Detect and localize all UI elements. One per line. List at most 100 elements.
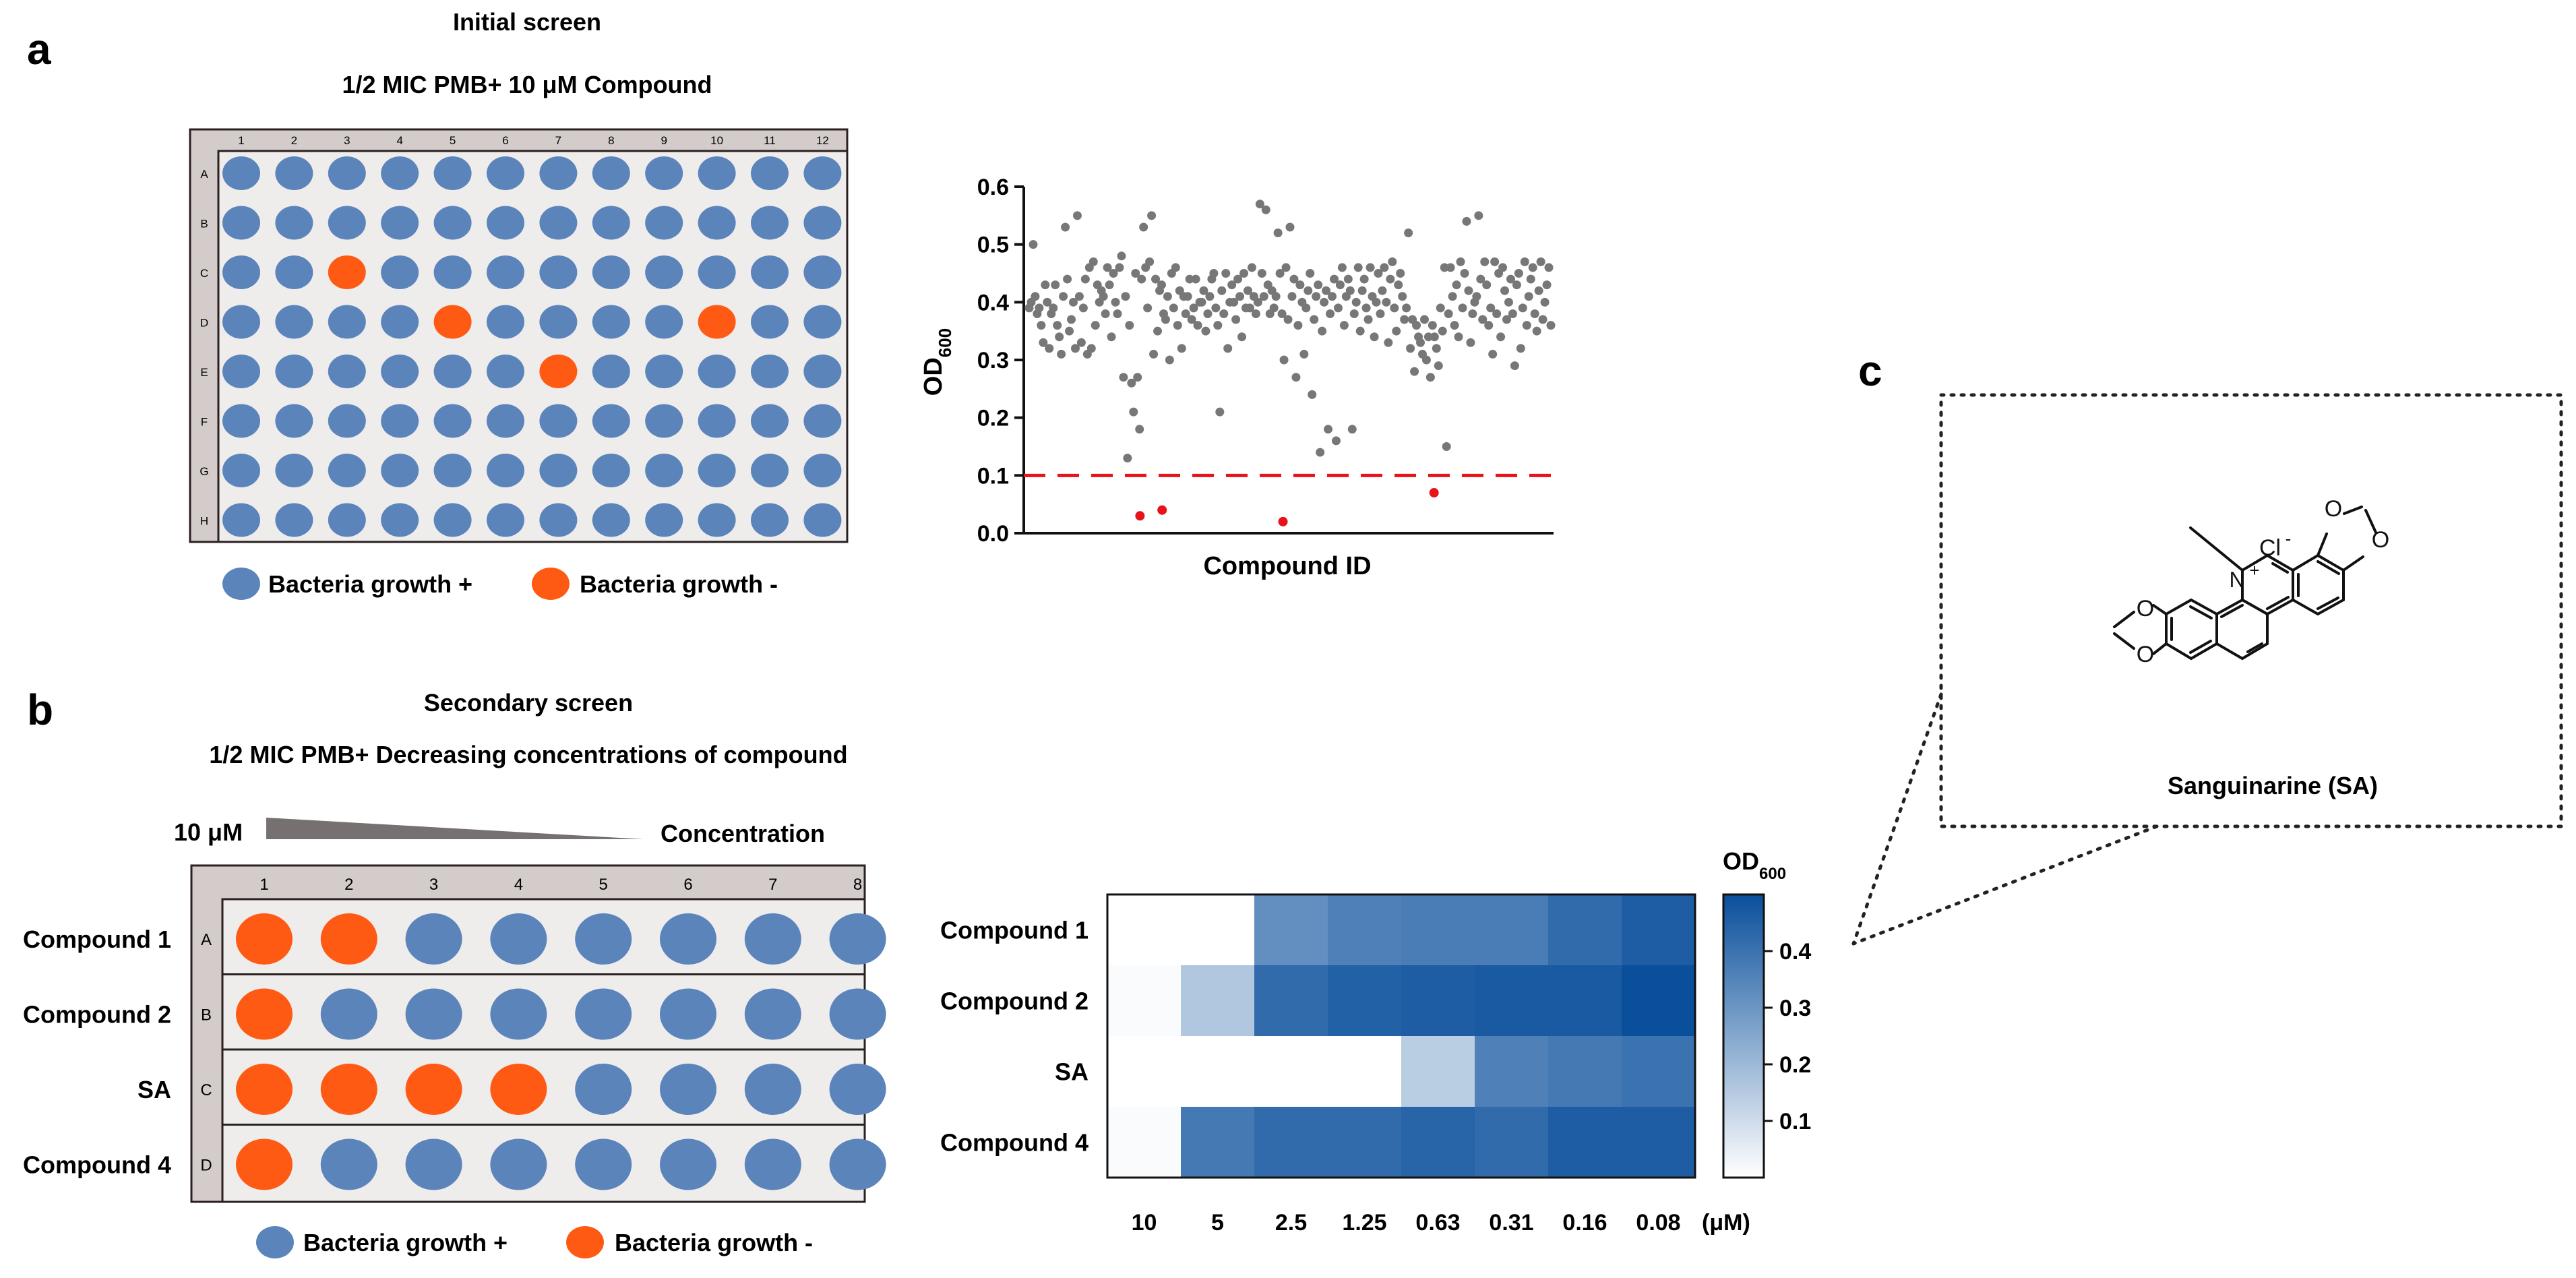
scatter-point <box>1366 263 1375 272</box>
scatter-point <box>1506 274 1515 284</box>
scatter-point <box>1078 303 1088 313</box>
well-A5 <box>433 156 472 190</box>
atom-o4: O <box>2372 527 2389 553</box>
legend-a: Bacteria growth + Bacteria growth - <box>222 568 778 600</box>
scatter-point <box>1421 355 1431 365</box>
scatter-point <box>1508 309 1517 318</box>
scatter-point <box>1396 269 1405 278</box>
well-F10 <box>698 404 736 438</box>
scatter-point <box>1372 297 1381 307</box>
scatter-point <box>1039 338 1048 347</box>
heatmap-col-label: 0.16 <box>1562 1210 1607 1236</box>
ring-d-double <box>2317 560 2340 575</box>
atom-n-charge: + <box>2249 560 2259 580</box>
scatter-point <box>1486 303 1496 313</box>
well-D1 <box>236 1138 293 1190</box>
scatter-point <box>1119 373 1128 382</box>
scatter-y-tick-label: 0.3 <box>977 348 1009 373</box>
scatter-point <box>1446 263 1455 272</box>
scatter-point <box>1496 332 1506 342</box>
scatter-point <box>1361 303 1371 313</box>
plate-a-col-label: 10 <box>710 134 723 147</box>
scatter-point <box>1291 373 1301 382</box>
scatter-point <box>1041 280 1050 290</box>
colorbar-tick-label: 0.2 <box>1779 1052 1811 1078</box>
heatmap-cell <box>1401 1107 1475 1178</box>
scatter-point <box>1151 274 1161 284</box>
well-B2 <box>275 206 313 240</box>
scatter-point <box>1153 326 1163 336</box>
scatter-point <box>1080 274 1090 284</box>
dioxole-right-bond-2 <box>2342 555 2364 572</box>
well-G5 <box>433 454 472 487</box>
well-A4 <box>490 913 547 965</box>
heatmap-cell <box>1622 965 1696 1037</box>
well-A1 <box>236 913 293 965</box>
scatter-point <box>1215 407 1225 417</box>
sanguinarine-atoms: N + Cl - O O O O <box>2137 496 2389 667</box>
scatter-hit-point <box>1135 511 1145 521</box>
plate-a-col-label: 2 <box>291 134 297 147</box>
well-E4 <box>381 355 419 388</box>
plate-a-row-label: C <box>200 267 208 280</box>
well-D9 <box>645 305 683 339</box>
plate-a-col-label: 9 <box>661 134 667 147</box>
heatmap-col-label: 1.25 <box>1342 1210 1386 1236</box>
dioxole-right-ch2-1 <box>2343 506 2363 515</box>
gradient-start-label: 10 μM <box>174 818 243 846</box>
scatter-point <box>1528 263 1537 272</box>
well-D5 <box>575 1138 632 1190</box>
scatter-point <box>1328 292 1337 301</box>
scatter-point <box>1279 355 1289 365</box>
well-B4 <box>381 206 419 240</box>
scatter-point <box>1370 332 1379 342</box>
well-C1 <box>236 1064 293 1115</box>
well-H10 <box>698 503 736 537</box>
heatmap-row-label: Compound 2 <box>940 987 1088 1015</box>
well-D12 <box>803 305 842 339</box>
heatmap-col-label: 0.31 <box>1489 1210 1533 1236</box>
atom-n: N <box>2229 568 2244 592</box>
scatter-point <box>1233 274 1243 284</box>
well-A6 <box>660 913 716 965</box>
heatmap-chart: Compound 1 Compound 2 SA Compound 4 10 5 2.5 1… <box>940 847 1811 1236</box>
well-C4 <box>381 255 419 289</box>
scatter-point <box>1347 425 1357 434</box>
well-C11 <box>751 255 789 289</box>
scatter-point <box>1086 344 1096 353</box>
scatter-point <box>1031 292 1040 301</box>
heatmap-unit: (μM) <box>1702 1210 1750 1236</box>
plate-a-row-label: A <box>200 168 208 181</box>
scatter-point <box>1247 263 1256 272</box>
dioxole-right-bond-1 <box>2317 532 2328 557</box>
well-C3 <box>328 255 366 289</box>
colorbar <box>1722 893 1765 1179</box>
plate-b-col-label: 2 <box>344 876 353 894</box>
scatter-point <box>1402 303 1411 313</box>
scatter-point <box>1070 344 1080 353</box>
scatter-point <box>1287 292 1297 301</box>
heatmap-cell <box>1181 1107 1255 1178</box>
dioxole-right-ch2-2 <box>2364 509 2377 534</box>
ring-c-double-2 <box>2266 596 2290 610</box>
scatter-point <box>1522 321 1531 330</box>
well-D4 <box>381 305 419 339</box>
well-F7 <box>539 404 578 438</box>
scatter-point <box>1251 309 1260 318</box>
colorbar-tick-label: 0.1 <box>1779 1109 1811 1134</box>
well-E12 <box>803 355 842 388</box>
scatter-point <box>1299 349 1309 359</box>
scatter-point <box>1484 321 1494 330</box>
scatter-point <box>1398 292 1407 301</box>
plate-b-col-label: 7 <box>768 876 777 894</box>
plate-a-col-label: 1 <box>238 134 244 147</box>
scatter-point <box>1410 367 1419 376</box>
well-G4 <box>381 454 419 487</box>
well-A2 <box>320 913 377 965</box>
colorbar-tick-label: 0.4 <box>1779 939 1811 965</box>
heatmap-cell <box>1107 965 1182 1037</box>
heatmap-cell <box>1254 1107 1328 1178</box>
heatmap-col-label: 2.5 <box>1275 1210 1307 1236</box>
well-A5 <box>575 913 632 965</box>
